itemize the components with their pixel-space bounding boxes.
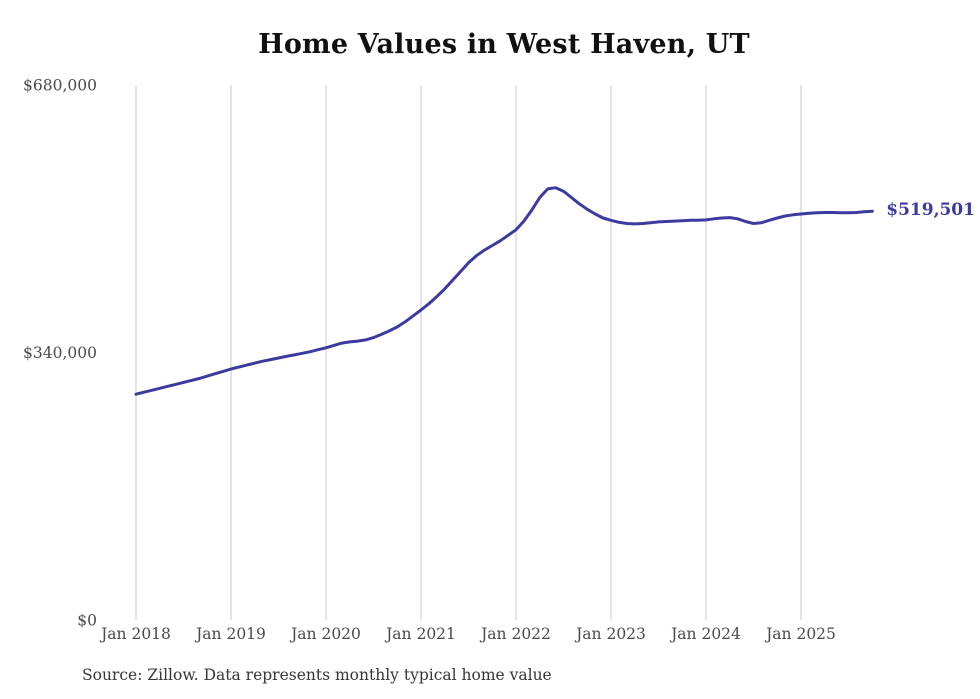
y-tick-label: $340,000 <box>23 344 97 362</box>
x-tick-label: Jan 2019 <box>194 625 266 643</box>
x-tick-label: Jan 2018 <box>99 625 171 643</box>
x-tick-label: Jan 2020 <box>289 625 361 643</box>
chart-title: Home Values in West Haven, UT <box>258 29 750 60</box>
x-tick-label: Jan 2021 <box>384 625 456 643</box>
x-tick-label: Jan 2022 <box>479 625 551 643</box>
x-tick-label: Jan 2023 <box>574 625 646 643</box>
end-value-label: $519,501 <box>886 200 975 221</box>
y-tick-label: $0 <box>77 612 97 630</box>
series-line <box>134 186 874 396</box>
source-note: Source: Zillow. Data represents monthly … <box>82 666 552 684</box>
x-tick-label: Jan 2024 <box>669 625 741 643</box>
x-tick-label: Jan 2025 <box>764 625 836 643</box>
line-chart: Jan 2018 Jan 2019 Jan 2020 Jan 2021 Jan 2022… <box>23 77 874 643</box>
y-tick-label: $680,000 <box>23 77 97 95</box>
